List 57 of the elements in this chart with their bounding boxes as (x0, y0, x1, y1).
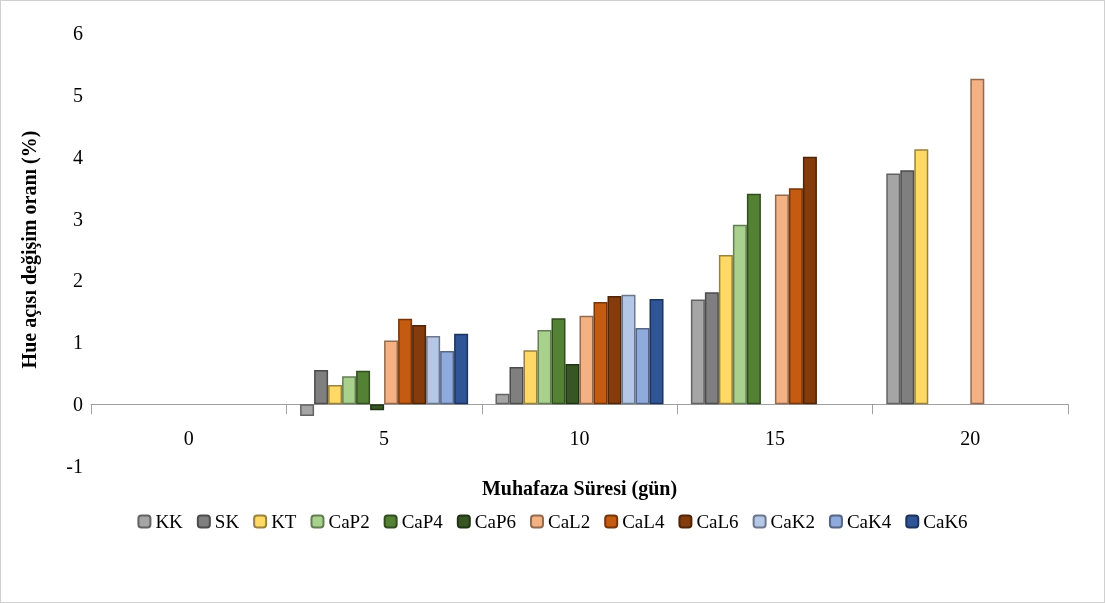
legend-label: CaL2 (547, 511, 591, 532)
y-tick-label: 3 (73, 207, 83, 230)
bar (970, 78, 985, 405)
bar (537, 329, 552, 405)
x-tick-label: 10 (569, 427, 590, 449)
legend-label: CaK2 (770, 511, 815, 532)
legend-label: KK (155, 511, 184, 532)
bar (454, 333, 469, 405)
y-tick-label: 0 (73, 393, 83, 416)
bar (370, 404, 385, 411)
y-tick-label: 6 (73, 22, 83, 44)
y-axis-title: Hue açısı değişim oranı (%) (18, 130, 41, 369)
legend-label: SK (214, 511, 240, 532)
bar (732, 224, 747, 405)
bar (649, 298, 664, 405)
bar (384, 340, 399, 405)
legend-label: CaP4 (401, 511, 444, 532)
bar (314, 370, 329, 405)
y-tick-label: 4 (73, 145, 83, 168)
bar (426, 336, 441, 405)
bar (900, 170, 915, 405)
bar (412, 324, 427, 405)
legend-label: CaP6 (474, 511, 516, 532)
bar (440, 350, 455, 405)
x-axis-title: Muhafaza Süresi (gün) (481, 477, 678, 500)
bar (635, 328, 650, 405)
y-tick-label: 2 (73, 269, 83, 292)
bar (774, 194, 789, 405)
bar (704, 292, 719, 405)
y-tick-label: 5 (73, 83, 83, 106)
bar (328, 384, 343, 405)
bar (593, 302, 608, 405)
bar (621, 294, 636, 405)
bar (802, 156, 817, 405)
x-tick-label: 20 (960, 427, 981, 449)
bar (523, 350, 538, 405)
bar (746, 193, 761, 405)
bar (342, 376, 357, 405)
x-tick-label: 15 (764, 427, 785, 449)
bar (788, 188, 803, 405)
x-tick-label: 5 (379, 427, 390, 449)
y-tick-label: 1 (73, 331, 83, 354)
bar (607, 295, 622, 405)
bar (398, 318, 413, 405)
bar (579, 315, 594, 405)
legend-label: CaL4 (622, 511, 665, 532)
bar (356, 370, 371, 405)
x-tick-label: 0 (183, 427, 194, 449)
legend-label: CaP2 (328, 511, 370, 532)
legend-label: KT (271, 511, 297, 532)
bar (509, 367, 524, 405)
y-tick-label: -1 (66, 455, 83, 477)
legend-label: CaK4 (846, 511, 892, 532)
bar (718, 255, 733, 405)
legend-label: CaL6 (696, 511, 739, 532)
legend-label: CaK6 (923, 511, 968, 532)
bar (914, 149, 929, 405)
